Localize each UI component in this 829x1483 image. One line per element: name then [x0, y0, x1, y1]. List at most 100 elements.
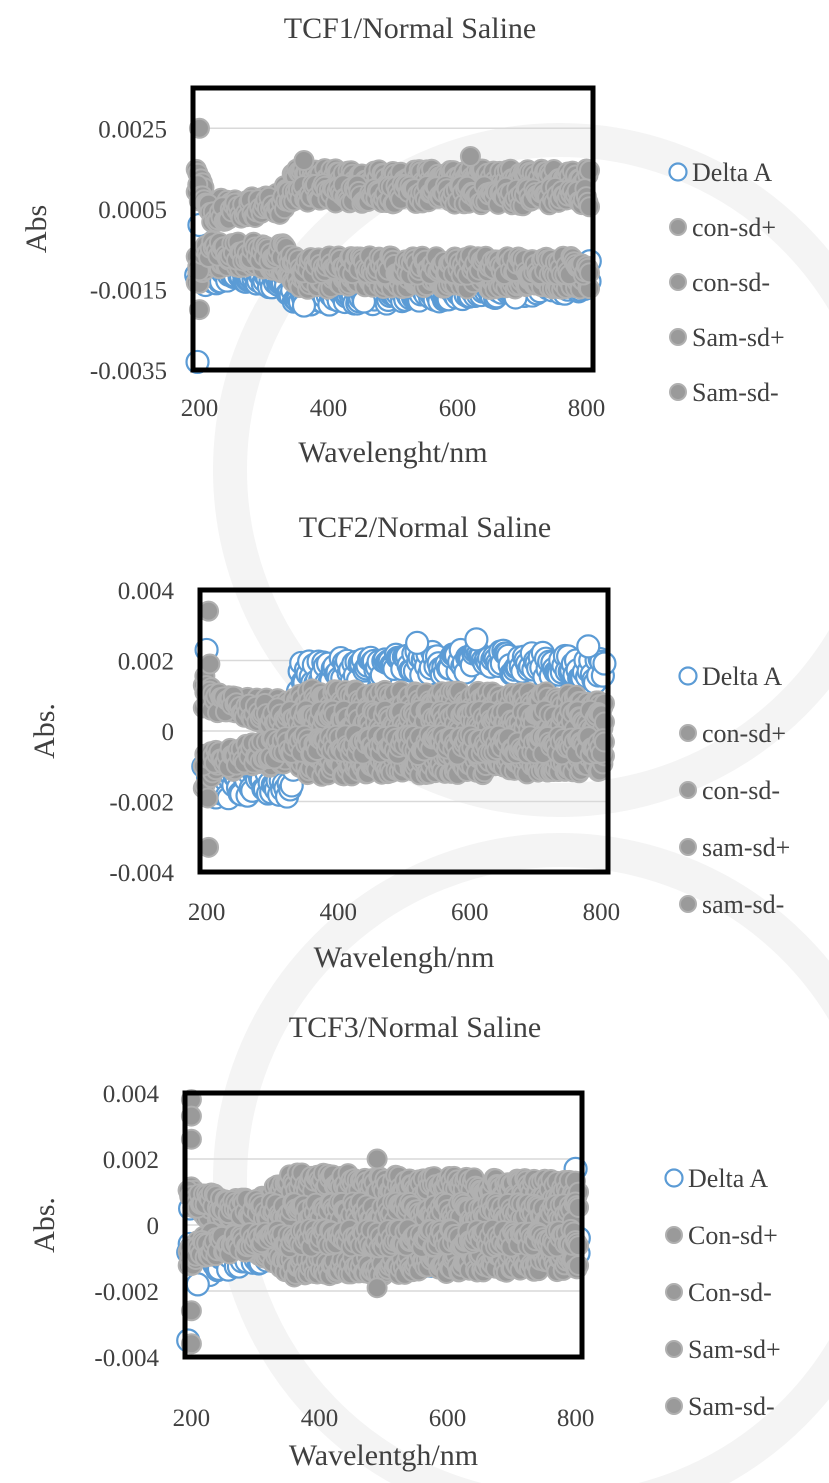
data-point: [405, 630, 430, 655]
y-tick-label: -0.0015: [90, 277, 167, 304]
y-tick-label: -0.002: [94, 1279, 159, 1306]
series-sam-sd-: [185, 173, 601, 233]
legend-item: con-sd+: [669, 213, 776, 242]
legend-label: Delta A: [702, 662, 782, 691]
chart-title: TCF2/Normal Saline: [299, 511, 551, 544]
legend-marker: [665, 1226, 683, 1244]
legend-item: con-sd+: [679, 719, 786, 748]
data-point: [366, 1277, 388, 1299]
legend-item: Delta A: [664, 1164, 768, 1193]
legend-marker: [679, 724, 697, 742]
y-tick-label: 0.0005: [98, 197, 167, 224]
legend-marker: [679, 895, 697, 913]
data-point: [576, 634, 601, 659]
x-tick-label: 800: [583, 899, 621, 926]
legend-item: Sam-sd-: [665, 1392, 775, 1421]
legend-item: con-sd-: [669, 268, 770, 297]
data-point: [579, 196, 601, 218]
x-tick-label: 400: [319, 899, 357, 926]
legend-item: Con-sd+: [665, 1221, 778, 1250]
legend-item: Sam-sd+: [669, 323, 785, 352]
y-tick-labels: 0.004 0.002 0 -0.002 -0.004: [109, 578, 174, 887]
watermark: [213, 123, 829, 1483]
data-point: [593, 731, 615, 753]
data-point: [592, 651, 617, 676]
y-tick-label: 0.004: [118, 578, 175, 605]
y-tick-label: 0: [162, 719, 175, 746]
legend-label: con-sd+: [702, 719, 786, 748]
legend-marker: [669, 328, 687, 346]
x-tick-label: 200: [188, 899, 226, 926]
data-point: [199, 653, 221, 675]
y-axis-label: Abs.: [28, 703, 61, 759]
x-tick-label: 800: [568, 395, 606, 422]
x-tick-label: 200: [181, 395, 219, 422]
x-tick-labels: 200 400 600 800: [173, 1405, 595, 1432]
legend-label: sam-sd-: [702, 890, 784, 919]
x-tick-label: 400: [301, 1405, 339, 1432]
legend-label: con-sd+: [692, 213, 776, 242]
chart-1: TCF1/Normal Saline 0.0025 0.0005 -0.0015 -0…: [20, 12, 785, 469]
legend-marker: [664, 1168, 684, 1188]
chart-title: TCF3/Normal Saline: [289, 1011, 541, 1044]
y-tick-label: -0.004: [109, 860, 174, 887]
data-point: [459, 145, 481, 167]
data-point: [293, 150, 315, 172]
y-tick-label: 0.0025: [98, 116, 167, 143]
y-tick-labels: 0.0025 0.0005 -0.0015 -0.0035: [90, 116, 167, 385]
legend-item: Delta A: [678, 662, 782, 691]
legend-label: Con-sd-: [688, 1278, 772, 1307]
y-tick-label: -0.0035: [90, 358, 167, 385]
legend-item: Con-sd-: [665, 1278, 772, 1307]
legend-item: Sam-sd-: [669, 378, 779, 407]
x-tick-label: 600: [439, 395, 477, 422]
x-tick-label: 800: [557, 1405, 595, 1432]
x-tick-label: 600: [451, 899, 489, 926]
x-axis-label: Wavelengh/nm: [314, 941, 495, 974]
chart-3: TCF3/Normal Saline 0.004 0.002 0 -0.002 -0.0…: [28, 1011, 781, 1472]
data-point: [579, 262, 601, 284]
y-tick-labels: 0.004 0.002 0 -0.002 -0.004: [94, 1081, 159, 1372]
legend-marker: [678, 666, 698, 686]
y-tick-label: -0.004: [94, 1345, 159, 1372]
data-point: [568, 1235, 590, 1257]
data-points: [184, 117, 602, 375]
y-tick-label: -0.002: [109, 790, 174, 817]
data-point: [464, 627, 489, 652]
legend-marker: [665, 1340, 683, 1358]
x-tick-label: 200: [173, 1405, 211, 1432]
data-point: [568, 1196, 590, 1218]
y-axis-label: Abs.: [28, 1197, 61, 1253]
data-points: [191, 600, 617, 858]
data-point: [366, 1148, 388, 1170]
legend-marker: [679, 838, 697, 856]
legend-marker: [669, 273, 687, 291]
y-tick-label: 0.002: [118, 649, 174, 676]
legend-marker: [668, 162, 688, 182]
data-point: [185, 1272, 210, 1297]
legend-label: Sam-sd-: [688, 1392, 775, 1421]
legend-label: Con-sd+: [688, 1221, 778, 1250]
legend-label: Sam-sd+: [692, 323, 785, 352]
legend-marker: [669, 383, 687, 401]
legend-label: sam-sd+: [702, 833, 790, 862]
data-point: [579, 159, 601, 181]
y-tick-label: 0.002: [103, 1147, 159, 1174]
legend-label: Delta A: [692, 158, 772, 187]
x-tick-label: 400: [310, 395, 348, 422]
legend-label: Delta A: [688, 1164, 768, 1193]
legend-item: Sam-sd+: [665, 1335, 781, 1364]
legend-label: con-sd-: [692, 268, 770, 297]
legend: Delta A Con-sd+ Con-sd- Sam-sd+ Sam-sd-: [664, 1164, 781, 1421]
legend-label: con-sd-: [702, 776, 780, 805]
legend-item: sam-sd+: [679, 833, 790, 862]
data-point: [568, 1254, 590, 1276]
x-tick-label: 600: [429, 1405, 467, 1432]
chart-title: TCF1/Normal Saline: [284, 12, 536, 45]
legend-label: Sam-sd-: [692, 378, 779, 407]
legend-label: Sam-sd+: [688, 1335, 781, 1364]
y-tick-label: 0.004: [103, 1081, 160, 1108]
legend-marker: [665, 1283, 683, 1301]
x-axis-label: Wavelentgh/nm: [289, 1439, 478, 1472]
